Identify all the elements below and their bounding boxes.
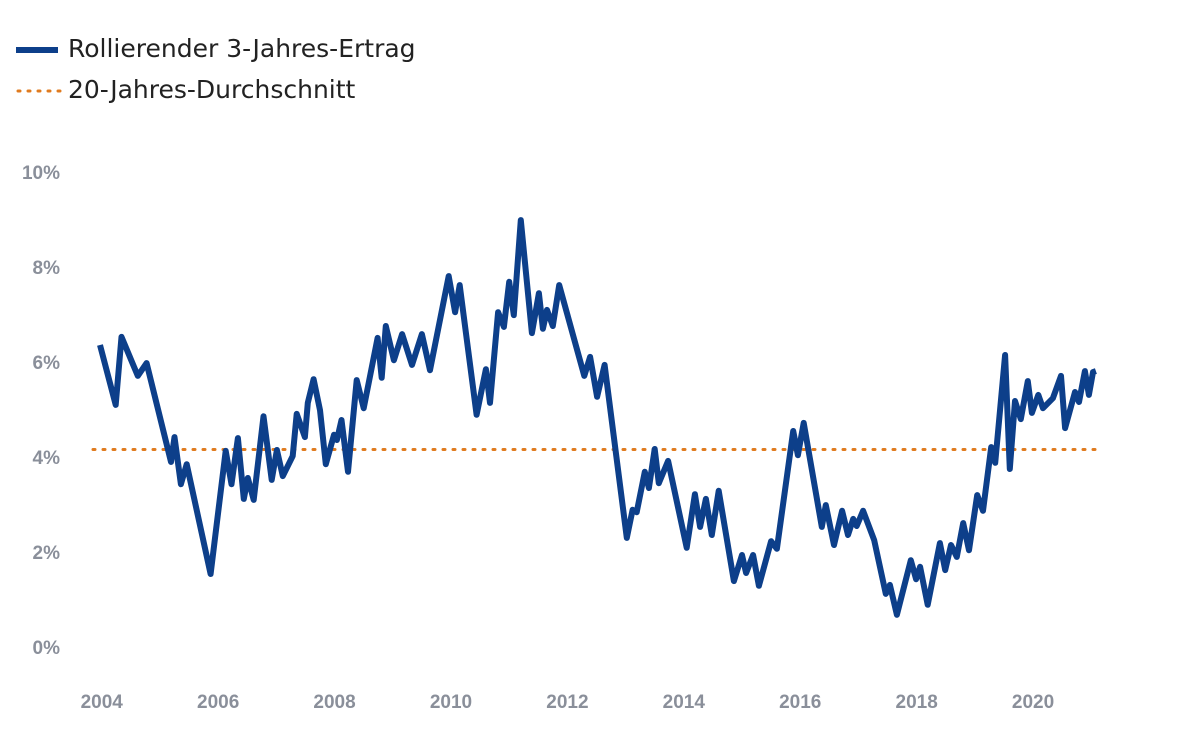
x-tick-label: 2016 (779, 692, 821, 713)
series-line (97, 217, 1097, 618)
x-tick-label: 2006 (197, 692, 239, 713)
x-tick-label: 2020 (1012, 692, 1054, 713)
y-tick-label: 8% (33, 258, 61, 279)
x-tick-label: 2008 (313, 692, 355, 713)
legend-label: 20-Jahres-Durchschnitt (68, 75, 356, 104)
y-tick-label: 6% (33, 353, 61, 374)
legend-label: Rollierender 3-Jahres-Ertrag (68, 34, 416, 63)
y-tick-label: 2% (33, 543, 61, 564)
x-tick-label: 2004 (81, 692, 124, 713)
y-tick-label: 4% (33, 448, 61, 469)
x-tick-label: 2010 (430, 692, 472, 713)
x-tick-label: 2018 (896, 692, 938, 713)
x-tick-label: 2014 (663, 692, 706, 713)
y-tick-label: 10% (22, 163, 60, 184)
y-tick-label: 0% (33, 638, 61, 659)
x-tick-label: 2012 (546, 692, 588, 713)
